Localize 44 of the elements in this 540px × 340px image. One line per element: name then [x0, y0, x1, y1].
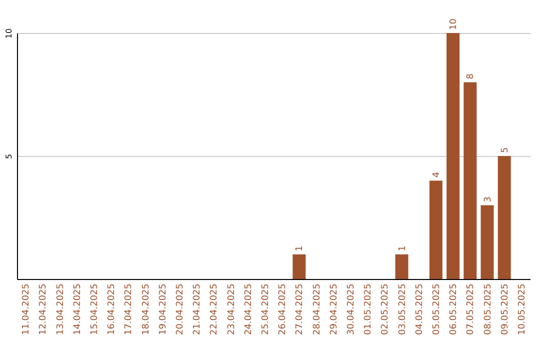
x-tick-label: 29.04.2025 — [329, 284, 340, 336]
x-tick-label: 02.05.2025 — [380, 284, 391, 336]
bar — [464, 82, 477, 279]
x-tick-label: 21.04.2025 — [192, 284, 203, 336]
x-tick-label: 06.05.2025 — [449, 284, 460, 336]
x-tick-label: 15.04.2025 — [90, 284, 100, 336]
x-tick-label: 20.04.2025 — [175, 284, 186, 336]
data-label: 4 — [432, 172, 442, 178]
x-tick-label: 07.05.2025 — [466, 284, 476, 336]
bar — [292, 254, 306, 279]
x-tick-label: 24.04.2025 — [244, 284, 254, 336]
bar — [395, 254, 408, 279]
x-tick-label: 03.05.2025 — [398, 284, 408, 336]
x-tick-label: 30.04.2025 — [346, 284, 356, 336]
x-tick-label: 12.04.2025 — [38, 284, 49, 336]
data-label: 1 — [398, 246, 408, 252]
bar — [480, 205, 494, 279]
bar — [498, 156, 511, 279]
data-label: 3 — [483, 196, 494, 202]
x-tick-label: 19.04.2025 — [158, 284, 168, 336]
x-tick-label: 18.04.2025 — [141, 284, 152, 336]
x-tick-label: 22.04.2025 — [210, 284, 220, 336]
x-tick-label: 17.04.2025 — [124, 284, 134, 336]
x-tick-label: 14.04.2025 — [72, 284, 83, 336]
bar — [446, 33, 460, 279]
x-tick-label: 13.04.2025 — [56, 284, 66, 336]
x-tick-label: 01.05.2025 — [364, 284, 374, 336]
bar — [429, 180, 442, 279]
x-tick-label: 10.05.2025 — [517, 284, 528, 336]
x-tick-label: 23.04.2025 — [226, 284, 237, 336]
x-tick-label: 27.04.2025 — [295, 284, 306, 336]
data-label: 8 — [466, 73, 476, 80]
x-tick-label: 28.04.2025 — [312, 284, 322, 336]
data-label: 10 — [449, 18, 460, 30]
data-label: 1 — [295, 246, 306, 252]
x-tick-label: 26.04.2025 — [278, 284, 288, 336]
x-tick-label: 08.05.2025 — [483, 284, 494, 336]
x-tick-label: 05.05.2025 — [432, 284, 442, 336]
x-tick-label: 09.05.2025 — [500, 284, 510, 336]
x-tick-label: 16.04.2025 — [107, 284, 118, 336]
x-tick-label: 11.04.2025 — [22, 284, 32, 336]
data-label: 5 — [500, 147, 510, 153]
x-tick-label: 04.05.2025 — [414, 284, 425, 336]
x-tick-label: 25.04.2025 — [260, 284, 271, 336]
